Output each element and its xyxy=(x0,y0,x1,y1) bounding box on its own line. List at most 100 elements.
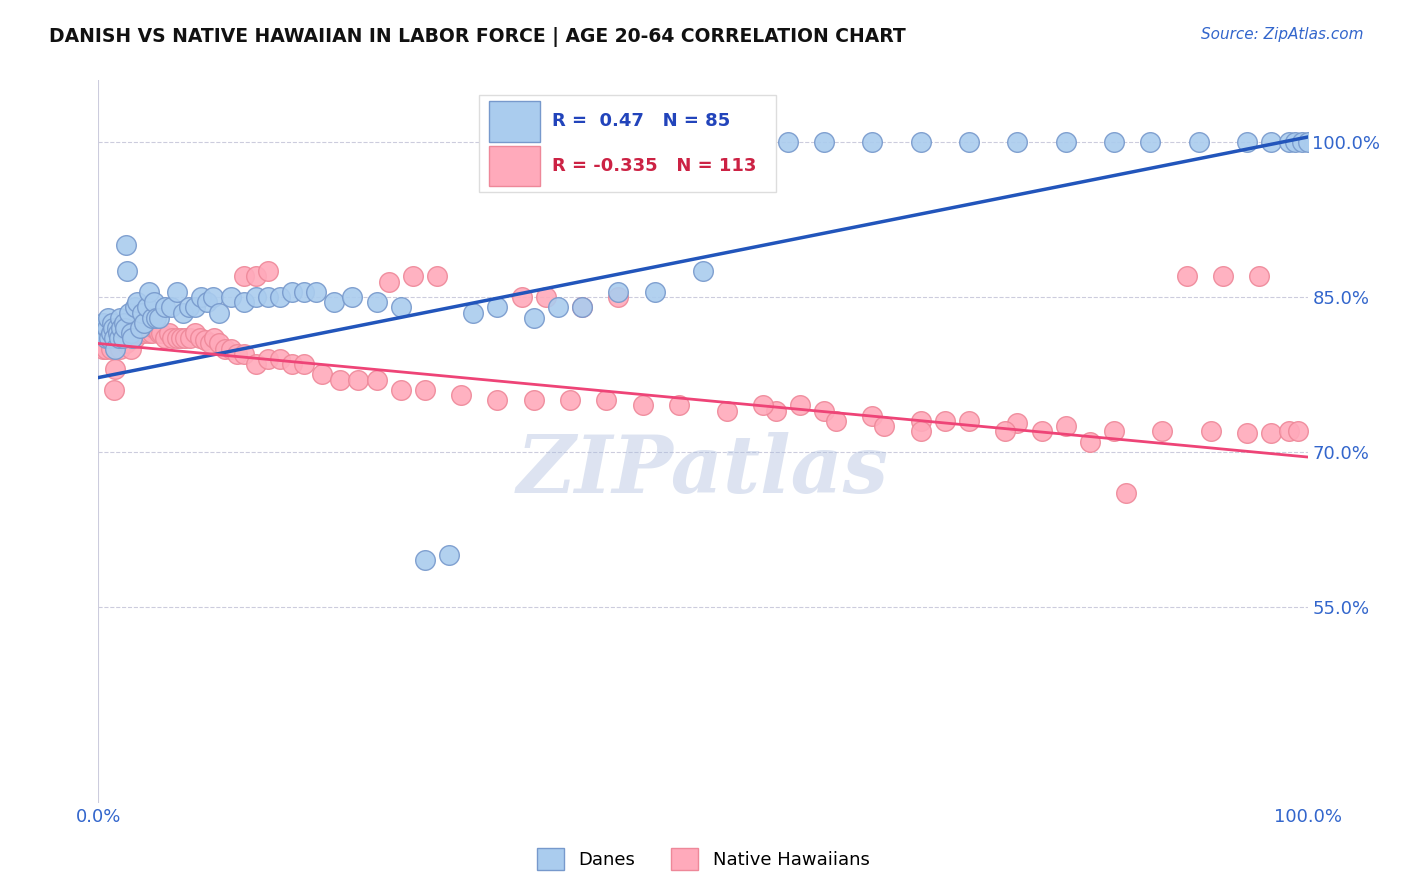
Point xyxy=(114,321,136,335)
Point xyxy=(226,347,249,361)
Point xyxy=(957,414,980,428)
Point xyxy=(571,301,593,315)
Point xyxy=(510,290,533,304)
Legend: Danes, Native Hawaiians: Danes, Native Hawaiians xyxy=(529,841,877,877)
Point xyxy=(873,419,896,434)
Point xyxy=(117,264,139,278)
Point xyxy=(135,301,157,315)
Point xyxy=(644,285,666,299)
Point xyxy=(221,342,243,356)
Point xyxy=(127,326,149,341)
Point xyxy=(138,285,160,299)
Point xyxy=(128,321,150,335)
Point xyxy=(110,326,132,341)
Point xyxy=(413,383,436,397)
Point xyxy=(108,310,131,325)
Point xyxy=(547,301,569,315)
Point xyxy=(114,331,136,345)
Point xyxy=(107,326,129,341)
Text: ZIPatlas: ZIPatlas xyxy=(517,432,889,509)
Point xyxy=(716,403,738,417)
Point xyxy=(534,290,557,304)
Point xyxy=(571,301,593,315)
Point xyxy=(245,290,267,304)
Point xyxy=(232,347,254,361)
Point xyxy=(523,393,546,408)
Point xyxy=(910,414,932,428)
Point xyxy=(103,383,125,397)
Point xyxy=(1286,424,1309,438)
Point xyxy=(91,342,114,356)
Point xyxy=(1139,135,1161,149)
Point xyxy=(134,326,156,341)
Point xyxy=(256,351,278,366)
Point xyxy=(1175,269,1198,284)
Point xyxy=(631,398,654,412)
Point xyxy=(112,316,135,330)
Point xyxy=(214,342,236,356)
Point xyxy=(204,331,226,345)
Point xyxy=(558,393,581,408)
Point xyxy=(437,548,460,562)
Point xyxy=(1102,424,1125,438)
Point xyxy=(934,414,956,428)
Point xyxy=(145,321,167,335)
Point xyxy=(131,305,153,319)
Point xyxy=(1031,424,1053,438)
Point xyxy=(103,331,125,345)
Point xyxy=(311,368,333,382)
Point xyxy=(910,424,932,438)
Point xyxy=(269,351,291,366)
Point xyxy=(91,321,114,335)
Point xyxy=(143,321,166,335)
Point xyxy=(166,331,188,345)
Point xyxy=(776,135,799,149)
Point xyxy=(595,393,617,408)
Point xyxy=(94,342,117,356)
Point xyxy=(110,321,132,335)
Point xyxy=(198,336,221,351)
Point xyxy=(607,285,630,299)
Point xyxy=(668,398,690,412)
Point xyxy=(118,326,141,341)
Point xyxy=(292,357,315,371)
Point xyxy=(98,331,121,345)
Point xyxy=(486,393,509,408)
Point xyxy=(366,373,388,387)
Text: R = -0.335   N = 113: R = -0.335 N = 113 xyxy=(551,157,756,175)
Point xyxy=(141,310,163,325)
Point xyxy=(389,383,412,397)
Point xyxy=(402,269,425,284)
Point xyxy=(97,310,120,325)
Point xyxy=(125,326,148,341)
Point xyxy=(160,301,183,315)
Point xyxy=(1054,419,1077,434)
Point xyxy=(245,269,267,284)
Point xyxy=(150,326,173,341)
Point xyxy=(104,342,127,356)
FancyBboxPatch shape xyxy=(489,146,540,186)
Point xyxy=(377,275,399,289)
Point xyxy=(153,301,176,315)
Point xyxy=(752,398,775,412)
Point xyxy=(450,388,472,402)
Point xyxy=(174,331,197,345)
Point xyxy=(101,326,124,341)
Point xyxy=(131,321,153,335)
Point xyxy=(111,331,134,345)
Point xyxy=(269,290,291,304)
Point xyxy=(115,336,138,351)
Point xyxy=(93,326,115,341)
Point xyxy=(179,301,201,315)
Point xyxy=(128,326,150,341)
Point xyxy=(117,326,139,341)
Point xyxy=(145,310,167,325)
Point xyxy=(169,331,191,345)
Point xyxy=(232,295,254,310)
Point xyxy=(195,295,218,310)
Point xyxy=(184,301,207,315)
Point xyxy=(94,331,117,345)
Point xyxy=(1291,135,1313,149)
Point xyxy=(100,342,122,356)
Point xyxy=(172,305,194,319)
